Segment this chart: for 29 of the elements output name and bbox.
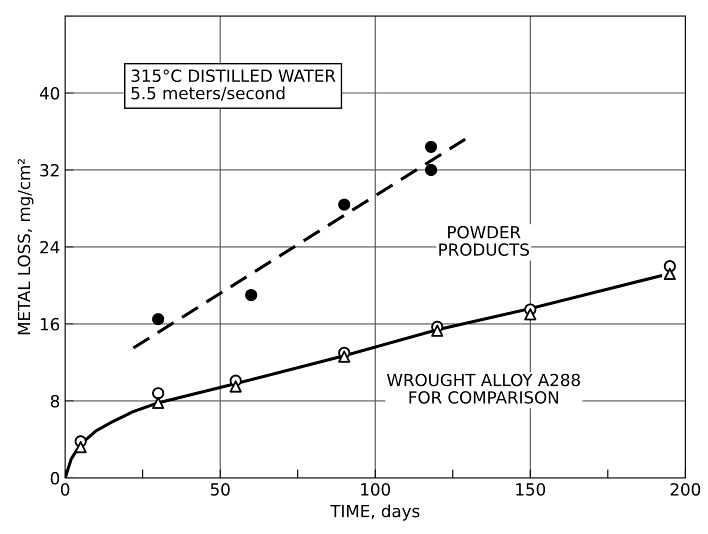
annotation: POWDER PRODUCTS (439, 226, 529, 256)
point (152, 396, 164, 409)
y-tick-label: 32 (40, 164, 59, 177)
point (425, 140, 438, 153)
y-tick-label: 0 (50, 472, 60, 484)
y-tick-label: 40 (40, 86, 60, 100)
point (245, 289, 258, 302)
point (152, 313, 164, 326)
point (338, 350, 350, 363)
y-axis-title: METAL LOSS, mg/cm² (18, 159, 34, 334)
point (664, 268, 676, 280)
x-tick-label: 100 (361, 483, 390, 496)
point (74, 441, 87, 454)
x-tick-label: 0 (60, 483, 70, 496)
annotation: WROUGHT ALLOY A288 FOR COMPARISON (387, 374, 580, 404)
x-tick-label: 150 (516, 483, 546, 496)
point (431, 324, 444, 337)
point (425, 164, 438, 176)
y-tick-label: 24 (40, 240, 60, 254)
annotation: 315°C DISTILLED WATER 5.5 meters/second (132, 69, 336, 101)
x-axis-title: TIME, days (330, 504, 420, 521)
point (152, 387, 164, 400)
x-tick-label: 50 (210, 483, 230, 496)
point (524, 308, 536, 320)
y-tick-label: 8 (50, 394, 60, 408)
y-tick-label: 16 (40, 318, 60, 331)
x-tick-label: 200 (670, 483, 700, 496)
point (338, 198, 350, 211)
point (230, 380, 242, 393)
